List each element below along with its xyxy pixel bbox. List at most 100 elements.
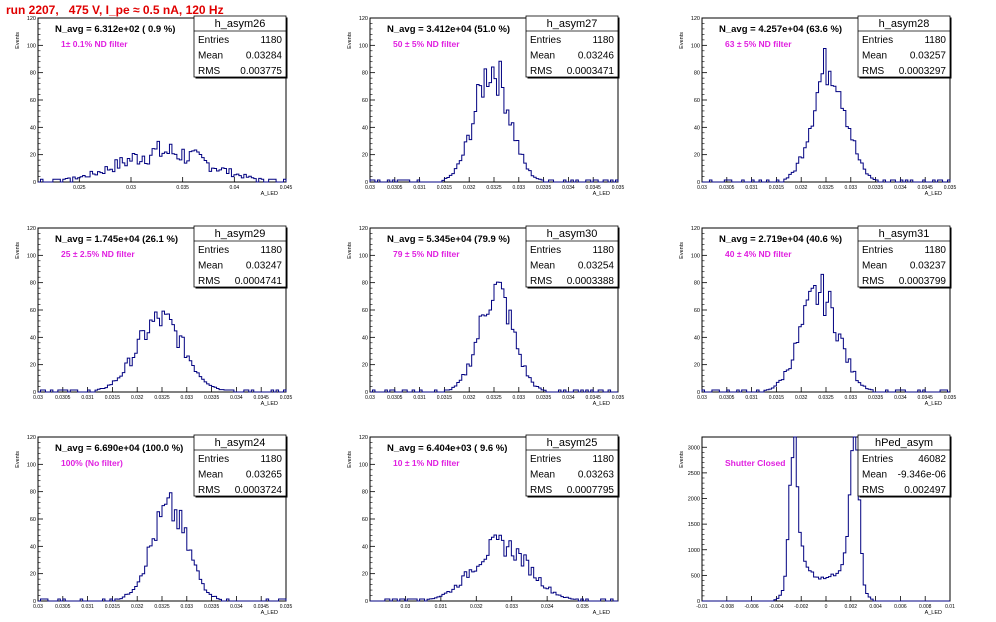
stats-value: 0.03237 [910,261,947,272]
x-tick-label: 0.035 [176,185,189,191]
x-tick-label: 0.0315 [437,395,453,401]
y-tick-label: 60 [30,98,36,104]
stats-value: 0.0003799 [899,276,947,287]
y-tick-label: 20 [30,572,36,578]
headline-text: N_avg = 6.690e+04 (100.0 %) [55,443,183,454]
y-tick-label: 40 [30,335,36,341]
x-tick-label: 0.035 [280,395,293,401]
x-tick-label: 0.03 [365,185,375,191]
y-axis-label: Events [15,242,21,259]
y-tick-label: 60 [362,517,368,523]
y-tick-label: 40 [30,125,36,131]
stats-label: RMS [530,485,553,496]
stats-value: 0.0003724 [235,485,283,496]
histogram-series [702,47,951,183]
y-tick-label: 60 [362,98,368,104]
stats-title: hPed_asym [875,437,933,449]
x-axis-label: A_LED [593,401,610,407]
x-tick-label: 0.035 [612,395,625,401]
x-tick-label: 0.03 [365,395,375,401]
y-tick-label: 500 [691,573,700,579]
filter-annotation: 100% (No filter) [61,458,123,468]
x-tick-label: 0.032 [463,185,476,191]
x-tick-label: 0.035 [280,604,293,610]
x-tick-label: 0.0305 [719,395,735,401]
x-tick-label: 0.033 [181,395,194,401]
y-tick-label: 80 [30,490,36,496]
y-tick-label: 60 [30,308,36,314]
stats-value: 1180 [260,454,282,465]
stats-label: Entries [862,454,893,465]
y-tick-label: 100 [691,43,700,49]
x-tick-label: 0.0315 [105,395,121,401]
stats-label: Mean [530,261,555,272]
x-tick-label: 0.033 [513,185,526,191]
x-tick-label: 0.033 [845,185,858,191]
x-tick-label: 0.0325 [486,395,502,401]
headline-text: N_avg = 4.257e+04 (63.6 %) [719,24,842,35]
x-tick-label: 0.031 [81,604,94,610]
stats-label: Entries [862,245,893,256]
stats-value: 0.03257 [910,51,947,62]
y-tick-label: 40 [694,335,700,341]
y-tick-label: 120 [27,435,36,441]
stats-label: Mean [530,51,555,62]
stats-label: Entries [530,245,561,256]
headline-text: N_avg = 1.745e+04 (26.1 %) [55,234,178,245]
stats-label: Entries [530,35,561,46]
x-tick-label: 0.01 [945,604,955,610]
y-tick-label: 100 [359,462,368,468]
y-tick-label: 120 [691,16,700,22]
histogram-panel-h_asym28: 0 20 40 60 80 100 120 0.03 0.0305 0.031 0.0315 0.03… [679,15,956,197]
stats-value: 46082 [918,454,946,465]
y-axis-label: Events [679,32,685,49]
stats-label: Entries [530,454,561,465]
stats-label: Entries [198,35,229,46]
stats-title: h_asym30 [547,228,598,240]
histogram-panel-h_asym31: 0 20 40 60 80 100 120 0.03 0.0305 0.031 0.0315 0.03… [679,225,957,407]
x-axis-label: A_LED [261,191,278,197]
y-tick-label: 120 [27,226,36,232]
stats-title: h_asym28 [879,18,930,30]
x-tick-label: 0.0325 [818,395,834,401]
histogram-panel-h_asym25: 0 20 40 60 80 100 120 0.03 0.031 0.032 0.033 0.034 0… [347,434,620,616]
x-tick-label: 0.0305 [387,395,403,401]
stats-value: -9.346e-06 [898,470,947,481]
x-tick-label: 0.04 [229,185,239,191]
stats-value: 0.0007795 [567,485,615,496]
x-tick-label: 0.0305 [55,604,71,610]
x-tick-label: 0.0335 [868,395,884,401]
x-tick-label: 0.031 [745,185,758,191]
headline-text: N_avg = 2.719e+04 (40.6 %) [719,234,842,245]
x-tick-label: 0.0335 [204,395,220,401]
x-tick-label: 0.034 [230,604,243,610]
y-tick-label: 100 [359,43,368,49]
stats-box [193,15,287,78]
y-axis-label: Events [15,32,21,49]
stats-box [193,434,287,497]
stats-box [857,225,951,288]
stats-label: Mean [198,470,223,481]
y-tick-label: 20 [694,363,700,369]
histogram-panel-h_asym30: 0 20 40 60 80 100 120 0.03 0.0305 0.031 0.0315 0.03… [347,225,625,407]
y-axis-label: Events [347,451,353,468]
histogram-panel-h_asym27: 0 20 40 60 80 100 120 0.03 0.0305 0.031 0.0315 0.03… [347,15,624,197]
stats-value: 1180 [592,454,614,465]
stats-title: h_asym25 [547,437,598,449]
y-tick-label: 60 [30,517,36,523]
y-tick-label: 80 [30,71,36,77]
y-tick-label: 120 [359,435,368,441]
y-tick-label: 80 [362,281,368,287]
x-tick-label: 0.035 [944,395,957,401]
filter-annotation: 25 ± 2.5% ND filter [61,249,135,259]
x-tick-label: 0.0315 [769,185,785,191]
x-tick-label: 0.031 [745,395,758,401]
x-tick-label: 0.0335 [204,604,220,610]
stats-label: Entries [198,454,229,465]
headline-text: N_avg = 6.312e+02 ( 0.9 %) [55,24,175,35]
y-tick-label: 80 [694,71,700,77]
x-axis-label: A_LED [925,401,942,407]
x-tick-label: 0.034 [562,185,575,191]
x-tick-label: 0.0325 [154,604,170,610]
stats-label: Mean [530,470,555,481]
